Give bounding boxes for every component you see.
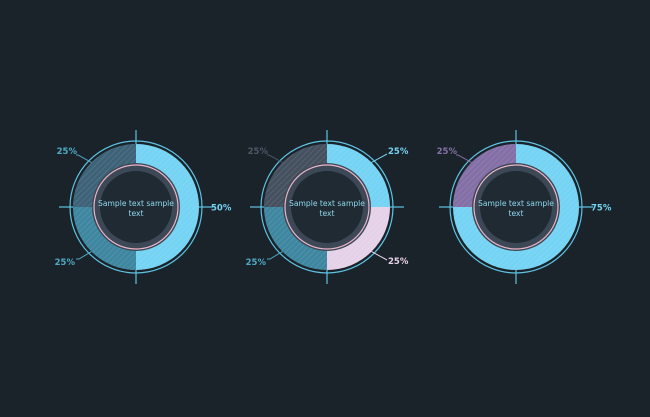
- center-text: Sample text sample: [98, 199, 174, 208]
- leader-line: [371, 251, 388, 261]
- segment-hatch: [327, 207, 390, 270]
- segment-label: 75%: [591, 204, 612, 214]
- center-text: Sample text sample: [289, 199, 365, 208]
- segment-label: 25%: [246, 258, 267, 268]
- center-text: text: [509, 209, 524, 218]
- donut-hub: [480, 171, 552, 243]
- segment-label: 25%: [248, 147, 269, 157]
- segment-hatch: [453, 144, 516, 207]
- segment-hatch: [73, 144, 136, 207]
- leader-line: [371, 153, 388, 163]
- leader-line: [76, 251, 92, 260]
- inner-pink-ring: [473, 164, 559, 250]
- donut-hub: [291, 171, 363, 243]
- segment-label: 50%: [211, 204, 232, 214]
- donut-hub: [100, 171, 172, 243]
- segment-label: 25%: [388, 257, 409, 267]
- center-text: text: [129, 209, 144, 218]
- segment-label: 25%: [57, 147, 78, 157]
- segment-hatch: [264, 144, 327, 207]
- inner-pink-ring: [284, 164, 370, 250]
- leader-line: [267, 154, 283, 163]
- leader-line: [267, 251, 283, 260]
- inner-pink-ring: [93, 164, 179, 250]
- leader-line: [456, 154, 472, 163]
- center-text: Sample text sample: [478, 199, 554, 208]
- leader-line: [76, 154, 92, 163]
- segment-label: 25%: [388, 147, 409, 157]
- segment-hatch: [136, 144, 200, 270]
- segment-label: 25%: [437, 147, 458, 157]
- segment-label: 25%: [55, 258, 76, 268]
- center-text: text: [320, 209, 335, 218]
- segment-hatch: [73, 207, 136, 270]
- segment-hatch: [453, 144, 579, 270]
- segment-hatch: [264, 207, 327, 270]
- segment-hatch: [327, 144, 390, 207]
